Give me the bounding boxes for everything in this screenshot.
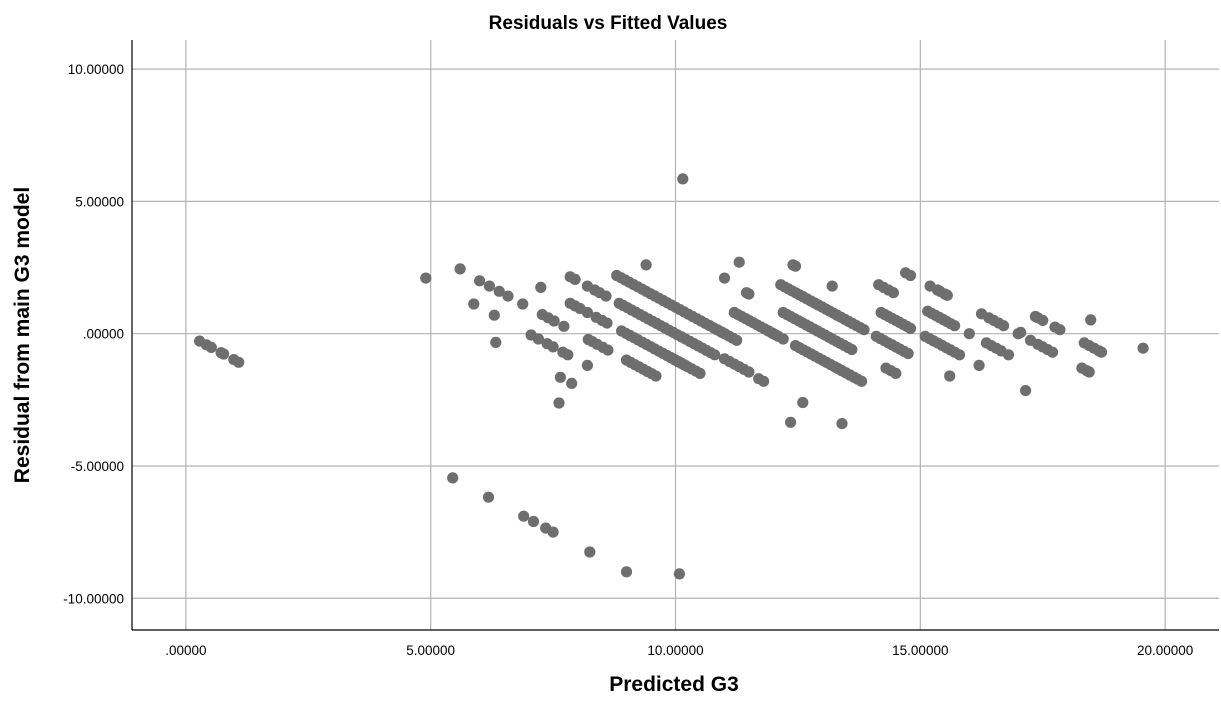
data-point — [601, 317, 613, 329]
data-point — [743, 366, 755, 378]
data-point — [949, 346, 961, 358]
data-point — [1083, 366, 1095, 378]
data-point — [447, 472, 459, 484]
data-point — [566, 377, 578, 389]
data-point — [973, 359, 985, 371]
data-point — [1085, 314, 1097, 326]
y-tick-label: 10.00000 — [68, 62, 124, 77]
data-point — [949, 320, 961, 332]
x-tick-label: .00000 — [165, 643, 206, 658]
data-point — [581, 359, 594, 371]
data-point — [1137, 342, 1149, 354]
data-point — [600, 290, 612, 302]
data-point — [731, 334, 743, 346]
data-point — [758, 375, 770, 387]
data-point — [420, 272, 432, 284]
data-point — [233, 356, 245, 368]
data-point — [535, 281, 547, 293]
data-point — [904, 322, 917, 334]
data-point — [963, 328, 975, 340]
data-point — [836, 418, 848, 430]
data-point — [985, 340, 997, 352]
y-axis-label: Residual from main G3 model — [11, 187, 34, 483]
data-point — [718, 272, 731, 284]
data-point — [517, 298, 529, 310]
data-point — [848, 371, 860, 383]
data-point — [650, 370, 662, 382]
grid-lines — [132, 40, 1219, 630]
x-tick-label: 15.00000 — [892, 643, 948, 658]
data-point — [1020, 385, 1032, 397]
data-point — [941, 289, 953, 301]
x-tick-label: 5.00000 — [406, 643, 455, 658]
data-point — [640, 259, 652, 271]
data-point — [554, 371, 567, 383]
data-point — [694, 367, 706, 379]
data-point — [553, 397, 565, 409]
data-point — [482, 491, 495, 503]
data-point — [673, 568, 686, 580]
data-point — [205, 341, 217, 353]
data-point — [547, 526, 559, 538]
data-point — [1002, 349, 1015, 361]
y-tick-labels: 10.00000 5.00000 .00000 -5.00000 -10.00000 — [63, 62, 124, 606]
data-point — [558, 320, 570, 332]
data-point — [532, 333, 545, 345]
data-point — [998, 320, 1010, 332]
data-point — [562, 349, 574, 361]
data-point — [502, 290, 514, 302]
data-point — [709, 349, 721, 361]
data-point — [858, 324, 870, 336]
data-point — [518, 510, 530, 522]
y-tick-label: .00000 — [83, 327, 124, 342]
data-point — [569, 273, 581, 285]
data-point — [490, 336, 502, 348]
data-point — [1037, 314, 1049, 326]
data-point — [797, 396, 809, 409]
data-point — [602, 344, 614, 356]
data-point — [743, 288, 755, 300]
x-tick-label: 10.00000 — [647, 643, 703, 658]
data-point — [527, 515, 540, 528]
data-points — [194, 173, 1149, 580]
data-point — [944, 370, 956, 382]
data-point — [620, 566, 633, 578]
data-point — [1015, 326, 1027, 338]
data-point — [785, 416, 797, 428]
axes — [131, 40, 1219, 631]
data-point — [1046, 346, 1059, 358]
y-tick-label: -5.00000 — [71, 459, 124, 474]
data-point — [1054, 324, 1066, 336]
chart-title: Residuals vs Fitted Values — [489, 13, 728, 34]
data-point — [789, 260, 802, 272]
data-point — [890, 367, 902, 379]
x-tick-labels: .00000 5.00000 10.00000 15.00000 20.00000 — [165, 643, 1193, 658]
data-point — [468, 298, 480, 310]
data-point — [846, 344, 858, 356]
data-point — [218, 348, 230, 360]
x-axis-label: Predicted G3 — [609, 673, 739, 696]
data-point — [679, 359, 691, 371]
data-point — [1095, 346, 1108, 358]
data-point — [777, 333, 789, 345]
data-point — [474, 275, 486, 287]
y-tick-label: -10.00000 — [63, 591, 124, 606]
data-point — [493, 285, 505, 297]
data-point — [488, 309, 500, 321]
data-point — [483, 280, 495, 292]
data-point — [677, 173, 689, 185]
data-point — [547, 341, 559, 353]
data-point — [887, 287, 900, 299]
data-point — [733, 256, 745, 268]
data-point — [581, 306, 594, 319]
data-point — [904, 269, 917, 282]
data-point — [584, 546, 596, 558]
y-tick-label: 5.00000 — [75, 194, 124, 209]
data-point — [902, 347, 914, 360]
x-tick-label: 20.00000 — [1137, 643, 1193, 658]
data-point — [454, 263, 466, 275]
data-point — [826, 280, 838, 292]
data-point — [548, 315, 560, 327]
